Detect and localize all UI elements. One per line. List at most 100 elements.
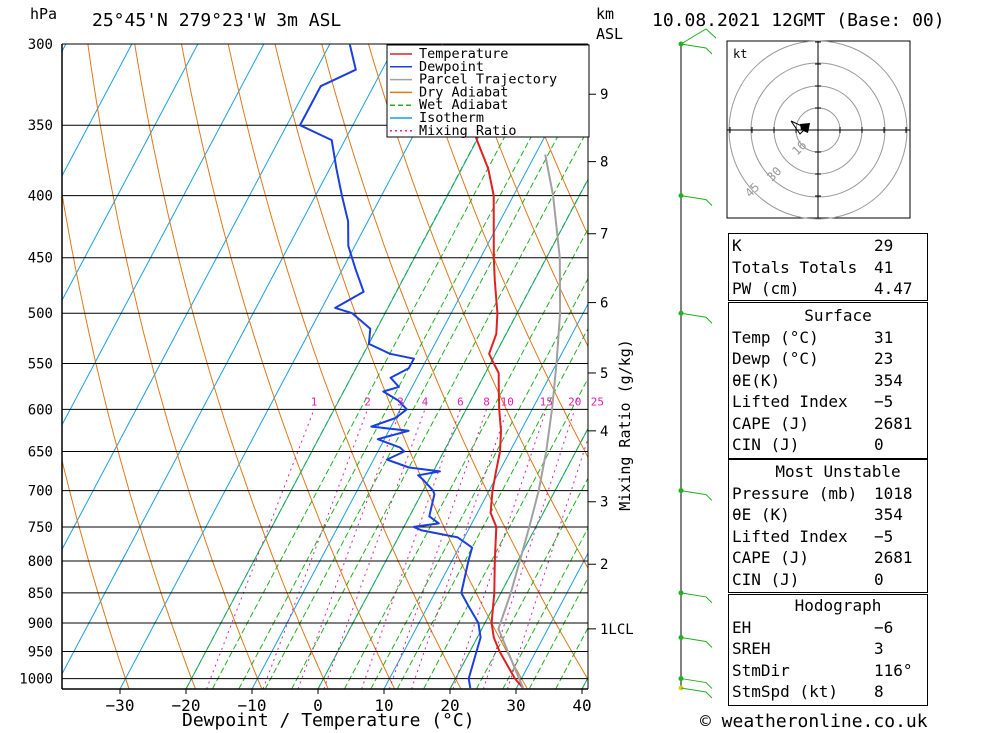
mixing-ratio-line bbox=[507, 436, 588, 689]
table-row: EH −6 bbox=[732, 617, 894, 637]
table-row: Pressure (mb) 1018 bbox=[732, 483, 913, 503]
mixing-ratio-label: 25 bbox=[591, 395, 604, 408]
mixing-ratio-line bbox=[297, 409, 402, 689]
indices-top-box bbox=[728, 233, 928, 301]
table-row: PW (cm) 4.47 bbox=[732, 279, 913, 298]
wind-barb bbox=[680, 43, 713, 55]
km-tick-label: 5 bbox=[600, 366, 608, 382]
most-unstable-title: Most Unstable bbox=[775, 462, 901, 481]
table-row: Totals Totals 41 bbox=[732, 257, 894, 277]
hodograph-trace bbox=[790, 120, 807, 135]
dry-adiabat-line bbox=[274, 44, 528, 689]
most-unstable-box bbox=[728, 459, 928, 593]
pressure-tick-label: 300 bbox=[28, 37, 53, 53]
wet-adiabat-line bbox=[317, 177, 588, 689]
indices-top-table: K 29 Totals Totals 41 PW (cm) 4.47 bbox=[728, 235, 948, 300]
wind-barb bbox=[680, 28, 717, 45]
surface-title: Surface bbox=[804, 306, 872, 325]
mixing-ratio-label: 15 bbox=[540, 395, 553, 408]
isotherm-line bbox=[119, 44, 463, 689]
km-tick-label: 7 bbox=[600, 227, 608, 243]
hodograph-box bbox=[728, 594, 928, 706]
table-row: CAPE (J) 2681 bbox=[732, 548, 913, 567]
km-tick-label: 2 bbox=[600, 557, 608, 573]
mixing-ratio-line bbox=[410, 409, 508, 689]
mixing-ratio-line bbox=[323, 409, 426, 689]
pressure-tick-label: 800 bbox=[28, 554, 53, 570]
table-row: Temp (°C) 31 bbox=[732, 327, 894, 347]
wind-barb bbox=[680, 312, 713, 324]
legend-entry: Dry Adiabat bbox=[419, 84, 508, 100]
table-row: K 29 bbox=[732, 236, 894, 255]
isotherm-line bbox=[62, 44, 133, 177]
wind-barbs bbox=[678, 28, 717, 699]
temperature-line bbox=[441, 44, 524, 689]
pressure-tick-label: 900 bbox=[28, 616, 53, 632]
km-tick-label: 4 bbox=[600, 424, 608, 440]
wet-adiabat-lines bbox=[185, 44, 588, 689]
dry-adiabat-line bbox=[414, 44, 588, 459]
hodograph-table: Hodograph EH −6 SREH 3 StmDir 116° StmSpd (… bbox=[728, 595, 948, 703]
mixing-ratio-lines bbox=[206, 409, 588, 689]
table-row: θE (K) 354 bbox=[732, 505, 903, 524]
x-tick-label: 0 bbox=[313, 696, 323, 715]
isotherm-line bbox=[62, 44, 199, 302]
table-row: StmSpd (kt) 8 bbox=[732, 682, 884, 701]
wind-barb bbox=[680, 195, 713, 206]
pressure-tick-label: 850 bbox=[28, 586, 53, 602]
mixing-ratio-label: 20 bbox=[568, 395, 581, 408]
legend-entry: Temperature bbox=[419, 46, 508, 62]
wet-adiabat-line bbox=[211, 44, 555, 689]
mixing-ratio-line bbox=[482, 409, 576, 689]
legend-box bbox=[386, 44, 590, 138]
mixing-ratio-label: 6 bbox=[457, 395, 464, 408]
pressure-grid bbox=[62, 43, 588, 680]
mixing-ratio-label: 1 bbox=[311, 395, 318, 408]
wet-adiabat-line bbox=[423, 377, 588, 689]
dry-adiabat-line bbox=[87, 44, 263, 689]
legend-entry: Wet Adiabat bbox=[419, 97, 508, 113]
axes: 1 2 3 4 6 8 10 15 20 2530035040045050055060065070… bbox=[19, 37, 634, 715]
parcel-trajectory-line bbox=[497, 154, 562, 689]
legend-entry: Isotherm bbox=[419, 110, 484, 126]
km-label: km bbox=[596, 5, 615, 23]
isotherm-line bbox=[515, 552, 588, 689]
hodograph-unit: kt bbox=[733, 47, 747, 61]
wet-adiabat-line bbox=[185, 44, 528, 689]
mixing-ratio-line bbox=[206, 409, 315, 689]
table-row: θE(K) 354 bbox=[732, 370, 903, 390]
km-tick-label: 9 bbox=[600, 87, 608, 103]
isotherm-line bbox=[62, 44, 265, 426]
x-tick-label: −30 bbox=[106, 696, 135, 715]
mixing-ratio-label: 10 bbox=[501, 395, 514, 408]
x-tick-label: 10 bbox=[374, 696, 393, 715]
location-title: 25°45'N 279°23'W 3m ASL bbox=[92, 10, 342, 31]
x-tick-label: 40 bbox=[572, 696, 591, 715]
pressure-tick-label: 1000 bbox=[19, 672, 53, 688]
pressure-tick-label: 500 bbox=[28, 306, 53, 322]
datetime-title: 10.08.2021 12GMT (Base: 00) bbox=[652, 10, 945, 31]
mixing-ratio-label: 4 bbox=[422, 395, 429, 408]
wet-adiabat-line bbox=[449, 427, 588, 689]
mixing-ratio-label: 2 bbox=[364, 395, 371, 408]
dry-adiabat-line bbox=[508, 44, 588, 237]
asl-label: ASL bbox=[596, 25, 624, 43]
dry-adiabat-line bbox=[62, 190, 196, 689]
credit: © weatheronline.co.uk bbox=[700, 711, 928, 732]
mixing-ratio-label: 3 bbox=[397, 395, 404, 408]
pressure-tick-label: 350 bbox=[28, 118, 53, 134]
mixing-ratio-axis-label: Mixing Ratio (g/kg) bbox=[616, 339, 634, 511]
hpa-label: hPa bbox=[30, 5, 58, 23]
dewpoint-line bbox=[299, 44, 482, 689]
table-row: CAPE (J) 2681 bbox=[732, 413, 913, 433]
wind-barb bbox=[680, 678, 713, 689]
dry-adiabat-line bbox=[461, 44, 588, 348]
surface-table: Surface Temp (°C) 31 Dewp (°C) 23 θE(K) 354… bbox=[728, 305, 948, 456]
table-row: StmDir 116° bbox=[732, 660, 913, 680]
wind-barb bbox=[680, 490, 713, 501]
wet-adiabat-line bbox=[370, 277, 588, 689]
table-row: SREH 3 bbox=[732, 639, 884, 658]
